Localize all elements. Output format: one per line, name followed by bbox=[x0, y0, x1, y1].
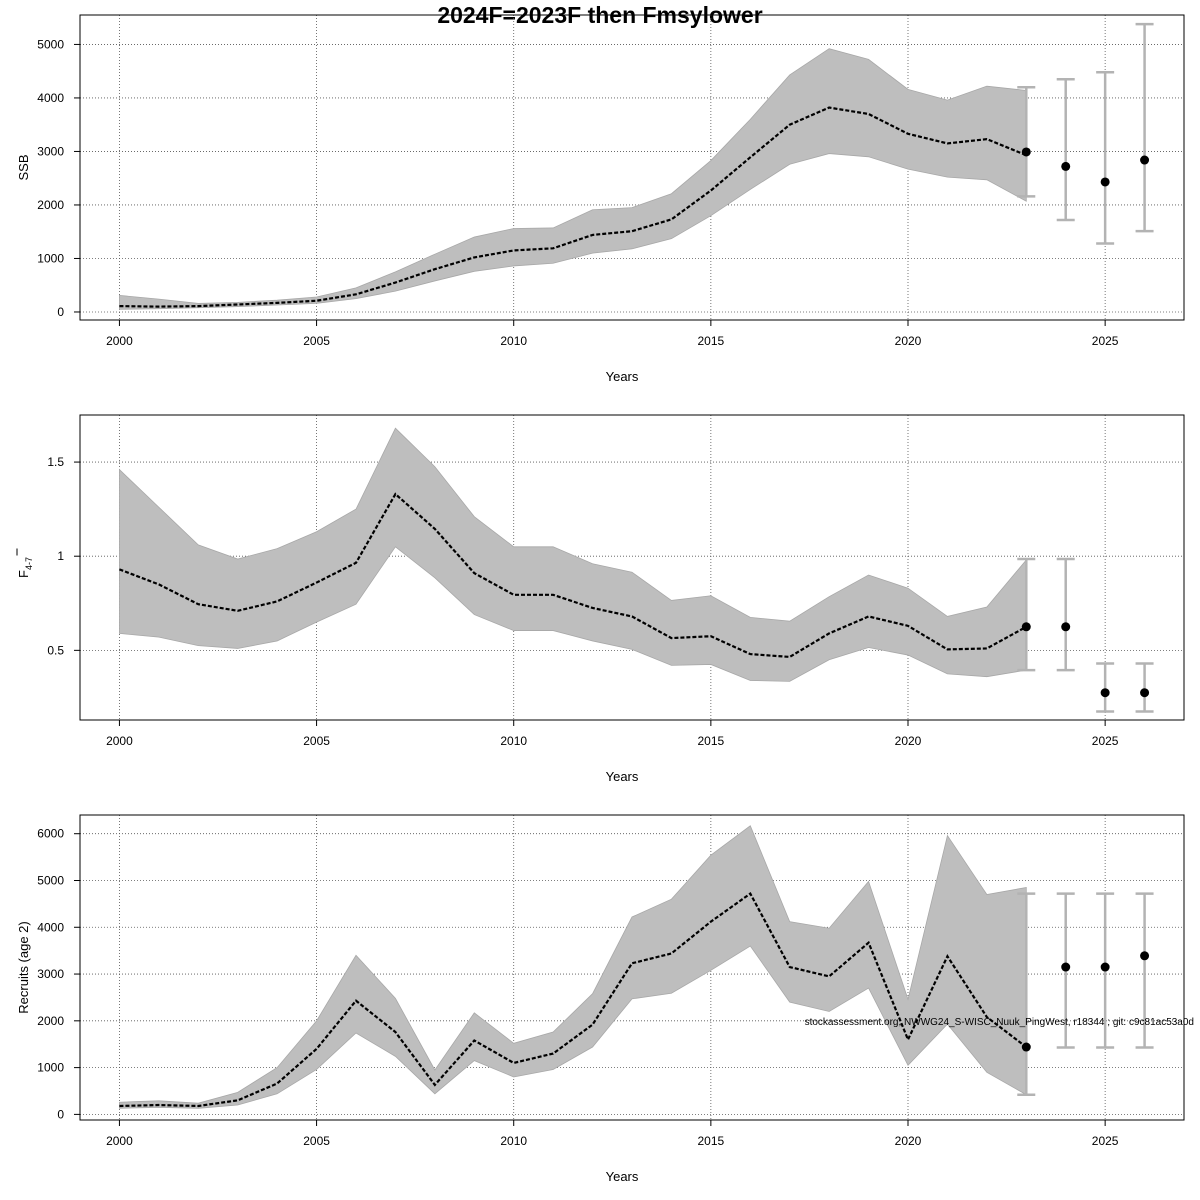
x-tick-label: 2025 bbox=[1092, 334, 1119, 348]
plot-frame bbox=[79, 814, 1185, 1121]
x-tick-label: 2015 bbox=[698, 1134, 725, 1148]
x-tick-label: 2010 bbox=[500, 734, 527, 748]
x-tick-label: 2010 bbox=[500, 334, 527, 348]
y-tick-label: 4000 bbox=[37, 91, 64, 105]
x-tick-label: 2020 bbox=[895, 1134, 922, 1148]
forecast-point bbox=[1021, 1042, 1031, 1052]
forecast-point bbox=[1100, 688, 1110, 698]
estimate-line bbox=[119, 106, 1027, 308]
y-axis-title: F4-7 bbox=[16, 557, 34, 578]
panel-0: 2000 2005 2010 2015 2020 2025 0 1000 2000 3000 400… bbox=[16, 14, 1185, 384]
estimate-line bbox=[119, 891, 1027, 1108]
forecast-point bbox=[1140, 951, 1150, 961]
y-tick-label: 2000 bbox=[37, 198, 64, 212]
x-tick-label: 2000 bbox=[106, 334, 133, 348]
y-tick-label: 5000 bbox=[37, 37, 64, 51]
y-tick-label: 1 bbox=[57, 549, 64, 563]
y-axis-title-subscript: 4-7 bbox=[24, 557, 34, 570]
x-tick-label: 2025 bbox=[1092, 734, 1119, 748]
forecast-point bbox=[1061, 962, 1071, 972]
confidence-band bbox=[119, 825, 1027, 1109]
confidence-band bbox=[119, 48, 1027, 310]
x-axis-title: Years bbox=[606, 769, 639, 784]
y-tick-label: 4000 bbox=[37, 920, 64, 934]
x-tick-label: 2025 bbox=[1092, 1134, 1119, 1148]
x-tick-label: 2005 bbox=[303, 1134, 330, 1148]
x-tick-label: 2020 bbox=[895, 334, 922, 348]
forecast-point bbox=[1100, 177, 1110, 187]
y-tick-label: 6000 bbox=[37, 827, 64, 841]
y-axis-title-main: F bbox=[16, 570, 31, 578]
x-tick-label: 2020 bbox=[895, 734, 922, 748]
panel-2: 2000 2005 2010 2015 2020 2025 0 1000 2000 3000 400… bbox=[16, 814, 1185, 1184]
plot-frame bbox=[79, 14, 1185, 321]
y-tick-label: 0 bbox=[57, 1107, 64, 1121]
forecast-point bbox=[1140, 688, 1150, 698]
x-tick-label: 2005 bbox=[303, 334, 330, 348]
y-tick-label: 1.5 bbox=[47, 455, 64, 469]
y-tick-label: 5000 bbox=[37, 873, 64, 887]
y-tick-label: 3000 bbox=[37, 967, 64, 981]
forecast-point bbox=[1061, 622, 1071, 632]
y-tick-label: 0 bbox=[57, 305, 64, 319]
x-tick-label: 2000 bbox=[106, 1134, 133, 1148]
plot-frame bbox=[79, 414, 1185, 721]
y-tick-label: 0.5 bbox=[47, 643, 64, 657]
y-tick-label: 2000 bbox=[37, 1014, 64, 1028]
y-tick-label: 1000 bbox=[37, 1061, 64, 1075]
y-axis-title: Recruits (age 2) bbox=[16, 921, 31, 1013]
watermark-text: stockassessment.org, NWWG24_S-WISC_Nuuk_… bbox=[805, 1017, 1194, 1028]
forecast-point bbox=[1061, 161, 1071, 171]
y-tick-label: 1000 bbox=[37, 251, 64, 265]
x-tick-label: 2015 bbox=[698, 334, 725, 348]
forecast-point bbox=[1140, 155, 1150, 165]
x-tick-label: 2005 bbox=[303, 734, 330, 748]
x-axis-title: Years bbox=[606, 369, 639, 384]
y-axis-title: SSB bbox=[16, 154, 31, 180]
forecast-point bbox=[1021, 147, 1031, 157]
x-tick-label: 2015 bbox=[698, 734, 725, 748]
x-axis-title: Years bbox=[606, 1169, 639, 1184]
panel-1: 2000 2005 2010 2015 2020 2025 0.5 1 1.5 Years F4-7 bbox=[16, 414, 1185, 784]
y-tick-label: 3000 bbox=[37, 144, 64, 158]
forecast-point bbox=[1100, 962, 1110, 972]
forecast-point bbox=[1021, 622, 1031, 632]
x-tick-label: 2010 bbox=[500, 1134, 527, 1148]
confidence-band bbox=[119, 427, 1027, 682]
x-tick-label: 2000 bbox=[106, 734, 133, 748]
